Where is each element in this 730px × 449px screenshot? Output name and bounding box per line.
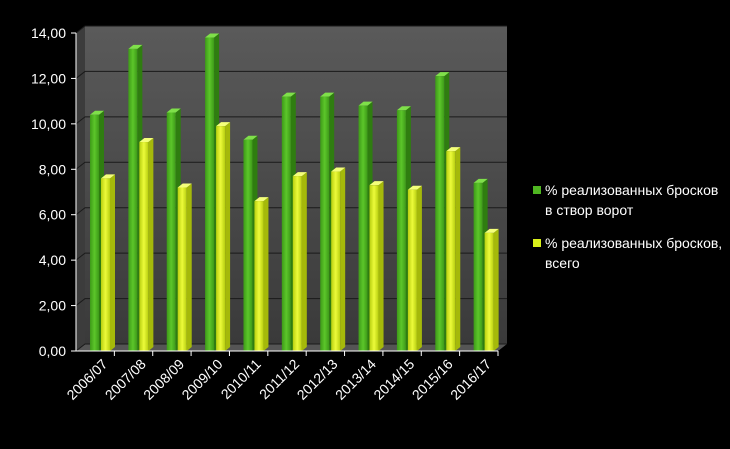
y-tick-label: 6,00 xyxy=(39,207,66,223)
bar-front xyxy=(128,48,138,352)
x-tick-label: 2008/09 xyxy=(140,356,187,403)
y-tick-label: 14,00 xyxy=(31,25,66,41)
bar-front xyxy=(205,37,215,352)
bar-front xyxy=(166,112,176,351)
y-tick-label: 4,00 xyxy=(39,252,66,268)
bar-front xyxy=(292,176,302,351)
bar-side xyxy=(493,228,499,351)
bar-front xyxy=(435,76,445,352)
bar-side xyxy=(378,181,384,351)
bar-shots-total xyxy=(446,147,461,351)
legend-swatch-green xyxy=(533,186,541,194)
x-tick-label: 2013/14 xyxy=(332,356,379,403)
bar-front xyxy=(369,185,379,351)
bar-front xyxy=(177,187,187,351)
bar-top xyxy=(435,72,450,77)
bar-front xyxy=(473,182,483,351)
bar-shots-total xyxy=(407,185,422,351)
bar-front xyxy=(101,178,110,351)
bar-shots-total xyxy=(484,228,499,351)
bar-front xyxy=(484,232,494,351)
bar-top xyxy=(484,228,499,233)
bar-front xyxy=(216,126,226,351)
bar-top xyxy=(243,135,258,140)
bar-top xyxy=(446,147,461,152)
bar-top xyxy=(166,108,181,113)
bar-side xyxy=(186,183,192,351)
bar-top xyxy=(281,92,296,97)
y-tick-label: 2,00 xyxy=(39,298,66,314)
y-tick-label: 0,00 xyxy=(39,343,66,359)
bar-top xyxy=(320,92,335,97)
bar-top xyxy=(177,183,192,188)
bar-top xyxy=(101,174,115,179)
legend-item-shots-total: % реализованных бросков, всего xyxy=(533,233,723,273)
x-tick-label: 2016/17 xyxy=(447,356,494,403)
bar-front xyxy=(407,189,417,351)
bar-front xyxy=(331,171,341,351)
y-tick-label: 12,00 xyxy=(31,70,66,86)
bar-front xyxy=(90,114,99,352)
legend-item-shots-on-target: % реализованных бросков в створ ворот xyxy=(533,180,723,220)
bar-top xyxy=(128,44,143,49)
gridline xyxy=(75,70,507,79)
bar-front xyxy=(446,151,456,351)
legend-swatch-yellow xyxy=(533,239,541,247)
y-tick-label: 8,00 xyxy=(39,161,66,177)
x-tick-label: 2007/08 xyxy=(102,356,149,403)
bar-top xyxy=(473,178,488,183)
x-tick-label: 2006/07 xyxy=(63,356,110,403)
bar-side xyxy=(340,167,346,351)
legend: % реализованных бросков в створ ворот % … xyxy=(533,180,723,286)
bar-shots-total xyxy=(177,183,192,351)
x-tick-label: 2011/12 xyxy=(256,356,303,403)
bar-front xyxy=(254,201,264,351)
x-tick-label: 2009/10 xyxy=(178,356,225,403)
bar-side xyxy=(225,122,231,351)
bar-side xyxy=(455,147,461,351)
bar-top xyxy=(254,197,269,202)
bar-front xyxy=(243,139,253,351)
bar-top xyxy=(205,33,220,38)
gridline xyxy=(75,25,507,34)
bar-top xyxy=(292,172,307,177)
bar-front xyxy=(281,96,291,351)
bar-front xyxy=(320,96,330,351)
bar-side xyxy=(263,197,269,351)
bar-shots-total xyxy=(101,174,115,351)
bar-top xyxy=(358,101,373,106)
bar-top xyxy=(396,106,411,111)
bar-side xyxy=(148,138,154,351)
bar-side xyxy=(301,172,307,351)
bar-top xyxy=(331,167,346,172)
bar-front xyxy=(396,110,406,351)
bar-top xyxy=(90,110,104,115)
legend-label: % реализованных бросков, всего xyxy=(545,235,723,271)
bar-front xyxy=(139,142,149,351)
bar-top xyxy=(216,122,231,127)
x-tick-label: 2010/11 xyxy=(218,356,265,403)
bar-top xyxy=(407,185,422,190)
legend-label: % реализованных бросков в створ ворот xyxy=(545,182,719,218)
bar-side xyxy=(110,174,115,351)
bar-shots-total xyxy=(331,167,346,351)
y-tick-label: 10,00 xyxy=(31,116,66,132)
plot-side-wall xyxy=(76,26,85,351)
bar-front xyxy=(358,105,368,351)
bar-shots-total xyxy=(216,122,231,351)
bar-shots-total xyxy=(254,197,269,351)
x-tick-label: 2015/16 xyxy=(409,356,456,403)
bar-top xyxy=(139,138,154,143)
bar-shots-total xyxy=(292,172,307,351)
bar-shots-total xyxy=(139,138,154,351)
x-tick-label: 2012/13 xyxy=(294,356,341,403)
bar-shots-total xyxy=(369,181,384,351)
bar-top xyxy=(369,181,384,186)
x-tick-label: 2014/15 xyxy=(370,356,417,403)
bar-side xyxy=(416,185,422,351)
